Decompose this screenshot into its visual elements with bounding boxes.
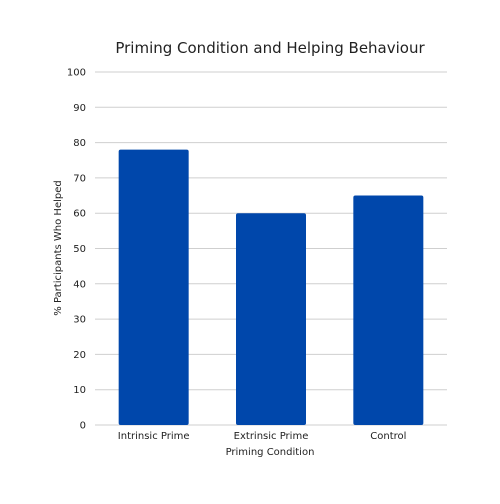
y-tick-label: 0 <box>80 421 86 432</box>
bar-extrinsic-prime <box>236 213 306 425</box>
y-tick-label: 90 <box>73 103 86 114</box>
y-tick-label: 100 <box>67 68 86 79</box>
y-tick-label: 10 <box>73 385 86 396</box>
x-tick-label: Intrinsic Prime <box>118 431 190 442</box>
y-tick-label: 60 <box>73 209 86 220</box>
chart-title: Priming Condition and Helping Behaviour <box>115 39 425 57</box>
y-tick-label: 50 <box>73 244 86 255</box>
y-tick-label: 70 <box>73 173 86 184</box>
x-tick-label: Control <box>370 431 406 442</box>
y-axis-label: % Participants Who Helped <box>53 180 64 315</box>
bar-control <box>353 195 424 425</box>
x-tick-label: Extrinsic Prime <box>234 431 309 442</box>
y-axis-ticks: 0 10 20 30 40 50 60 70 80 90 100 <box>67 68 86 432</box>
y-tick-label: 20 <box>73 350 86 361</box>
x-axis-label: Priming Condition <box>226 447 315 458</box>
x-axis-ticks: Intrinsic Prime Extrinsic Prime Control <box>118 431 407 442</box>
y-tick-label: 40 <box>73 279 86 290</box>
bars <box>118 149 424 425</box>
bar-intrinsic-prime <box>118 149 189 425</box>
y-tick-label: 80 <box>73 138 86 149</box>
y-tick-label: 30 <box>73 315 86 326</box>
